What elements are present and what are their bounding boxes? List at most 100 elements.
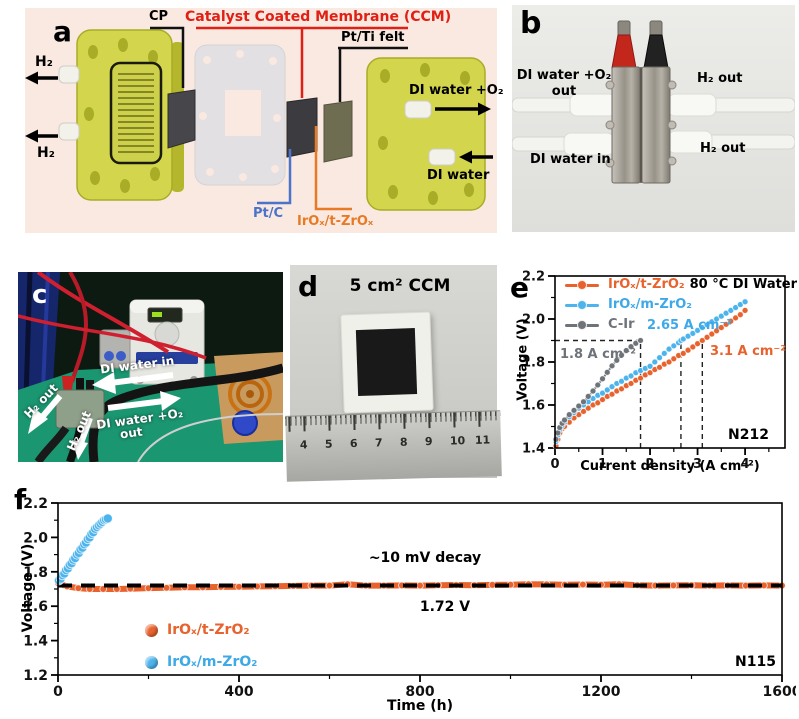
panel-b-label: b [520, 6, 542, 41]
ruler-number: 4 [299, 438, 308, 452]
annotation-1-72v: 1.72 V [419, 599, 471, 615]
legend-ball-orange [145, 623, 158, 637]
y-tick-label: 2.2 [23, 496, 48, 512]
irox-leader-line [314, 126, 352, 211]
black-clip [76, 378, 84, 398]
gray-tube [137, 413, 284, 463]
blue-cap [232, 410, 258, 436]
e-y-axis-title: Voltage (V) [515, 318, 531, 401]
h2-label-bottom: H₂ [37, 145, 55, 161]
x-tick-label: 0 [550, 457, 559, 472]
h2-label-top: H₂ [35, 54, 53, 70]
annotation-3-1-a-cm2: 3.1 A cm⁻² [710, 344, 786, 359]
di-water-in-label: DI water in [530, 152, 611, 167]
pt-c-leader-line [257, 149, 292, 205]
cell-photo-graphic [511, 20, 796, 184]
x-tick-label: 800 [405, 684, 434, 700]
legend-marker-blue [565, 300, 599, 310]
flow-arrows [28, 372, 181, 460]
panel-d-label: d [298, 270, 319, 303]
annotation-1-8-a-cm2: 1.8 A cm⁻² [560, 347, 636, 362]
panel-e-polarization-chart: 0 1 2 3 4 1.4 1.6 1.8 2.0 2.2 e Voltage (V) Curre… [510, 248, 799, 480]
f-y-axis-title: Voltage (V) [19, 543, 36, 633]
panel-f-label: f [14, 483, 27, 516]
black-clip-2 [86, 380, 94, 398]
peristaltic-pump [129, 299, 205, 385]
stability-plot: 0 400 800 1200 1600 1.2 1.4 1.6 1.8 2.0 2.2 [23, 496, 799, 700]
f-legend-label-1: IrOₓ/t-ZrO₂ [167, 621, 250, 638]
di-water-label: DI water [427, 168, 490, 183]
cp-label: CP [149, 9, 169, 24]
y-tick-label: 1.8 [522, 356, 545, 371]
panel-b-cell-photo: b DI water +O₂ out H₂ out DI water in H₂… [511, 5, 796, 232]
y-tick-label: 1.2 [23, 668, 48, 684]
ruler-number: 9 [424, 434, 433, 449]
ruler: 4 5 6 7 8 9 10 11 [285, 410, 502, 482]
x-tick-label: 400 [224, 684, 253, 700]
black-connector [643, 34, 669, 69]
x-tick-label: 2 [646, 457, 655, 472]
pt-ti-felt-label: Pt/Ti felt [341, 30, 405, 45]
pt-ti-felt-leader-line [338, 46, 408, 102]
x-tick-label: 1200 [582, 684, 621, 700]
panel-a-label: a [53, 15, 72, 48]
red-cable-2 [68, 270, 88, 383]
ruler-number: 5 [324, 437, 333, 451]
h2-outlet-arrows [25, 71, 58, 143]
ccm-label: Catalyst Coated Membrane (CCM) [185, 9, 452, 25]
h2-tube-1 [34, 425, 70, 465]
ruler-number: 8 [399, 435, 408, 449]
ccm-size-title: 5 cm² CCM [349, 276, 451, 296]
di-water-o2-out-label-2: out [551, 84, 577, 99]
e-x-axis-title: Current density (A cm⁻²) [580, 459, 760, 474]
annotation-2-65-a-cm2: 2.65 A cm⁻² [647, 318, 732, 333]
legend-ball-blue [145, 655, 158, 669]
ruler-number: 6 [349, 436, 358, 451]
panel-c-label: c [32, 280, 48, 310]
e-legend-condition: 80 °C DI Water [689, 276, 798, 292]
x-tick-label: 1 [598, 457, 607, 472]
y-tick-label: 1.6 [522, 399, 545, 414]
f-legend-row-2: IrOₓ/m-ZrO₂ [145, 654, 257, 670]
cp-leader-line [150, 26, 185, 88]
e-legend-label-2: IrOₓ/m-ZrO₂ [608, 296, 692, 312]
panel-e-label: e [510, 271, 529, 304]
f-x-axis-title: Time (h) [386, 698, 454, 714]
flow-field [109, 61, 163, 165]
e-legend-row-1: IrOₓ/t-ZrO₂ 80 °C DI Water [565, 276, 798, 292]
pt-ti-felt-sheet [323, 100, 353, 163]
y-tick-label: 2.0 [23, 530, 48, 546]
e-legend-label-3: C-Ir [608, 316, 635, 332]
catalyst-layer [355, 328, 418, 397]
e-legend-label-1: IrOₓ/t-ZrO₂ [608, 276, 685, 292]
carbon-paper-sheet [167, 89, 196, 149]
red-cable-3 [17, 314, 207, 360]
irox-t-zrox-label: IrOₓ/t-ZrOₓ [297, 214, 374, 229]
di-water-o2-out-label: DI water +O₂ [516, 68, 612, 83]
x-tick-label: 3 [693, 457, 702, 472]
y-tick-label: 1.4 [522, 442, 545, 457]
ruler-number: 10 [449, 434, 466, 448]
e-legend-row-3: C-Ir [565, 316, 635, 332]
ccm-leader-line [196, 26, 408, 98]
ruler-cm-ticks [285, 411, 501, 432]
x-tick-label: 4 [741, 457, 750, 472]
panel-d-ccm-photo: d 5 cm² CCM 4 5 6 7 8 9 10 11 [285, 265, 502, 482]
y-tick-label: 1.4 [23, 634, 48, 650]
ruler-number: 11 [474, 433, 491, 447]
ccm-sheet [286, 97, 318, 158]
di-water-o2-label: DI water +O₂ [409, 83, 504, 98]
membrane-label-n212: N212 [728, 427, 769, 443]
x-tick-label: 0 [53, 684, 63, 700]
pt-c-label: Pt/C [253, 206, 284, 221]
h2-out-label-bottom: H₂ out [700, 141, 746, 156]
panel-f-stability-chart: 0 400 800 1200 1600 1.2 1.4 1.6 1.8 2.0 2.2 f Volt… [8, 483, 799, 717]
polarization-plot: 0 1 2 3 4 1.4 1.6 1.8 2.0 2.2 [522, 270, 786, 472]
y-tick-label: 1.6 [23, 599, 48, 615]
panel-a-schematic: a CP Catalyst Coated Membrane (CCM) Pt/T… [25, 8, 504, 233]
h2-out-label-top: H₂ out [697, 71, 743, 86]
y-tick-label: 2.2 [522, 270, 545, 285]
annotation-decay: ~10 mV decay [368, 550, 482, 566]
y-tick-label: 1.8 [23, 565, 48, 581]
